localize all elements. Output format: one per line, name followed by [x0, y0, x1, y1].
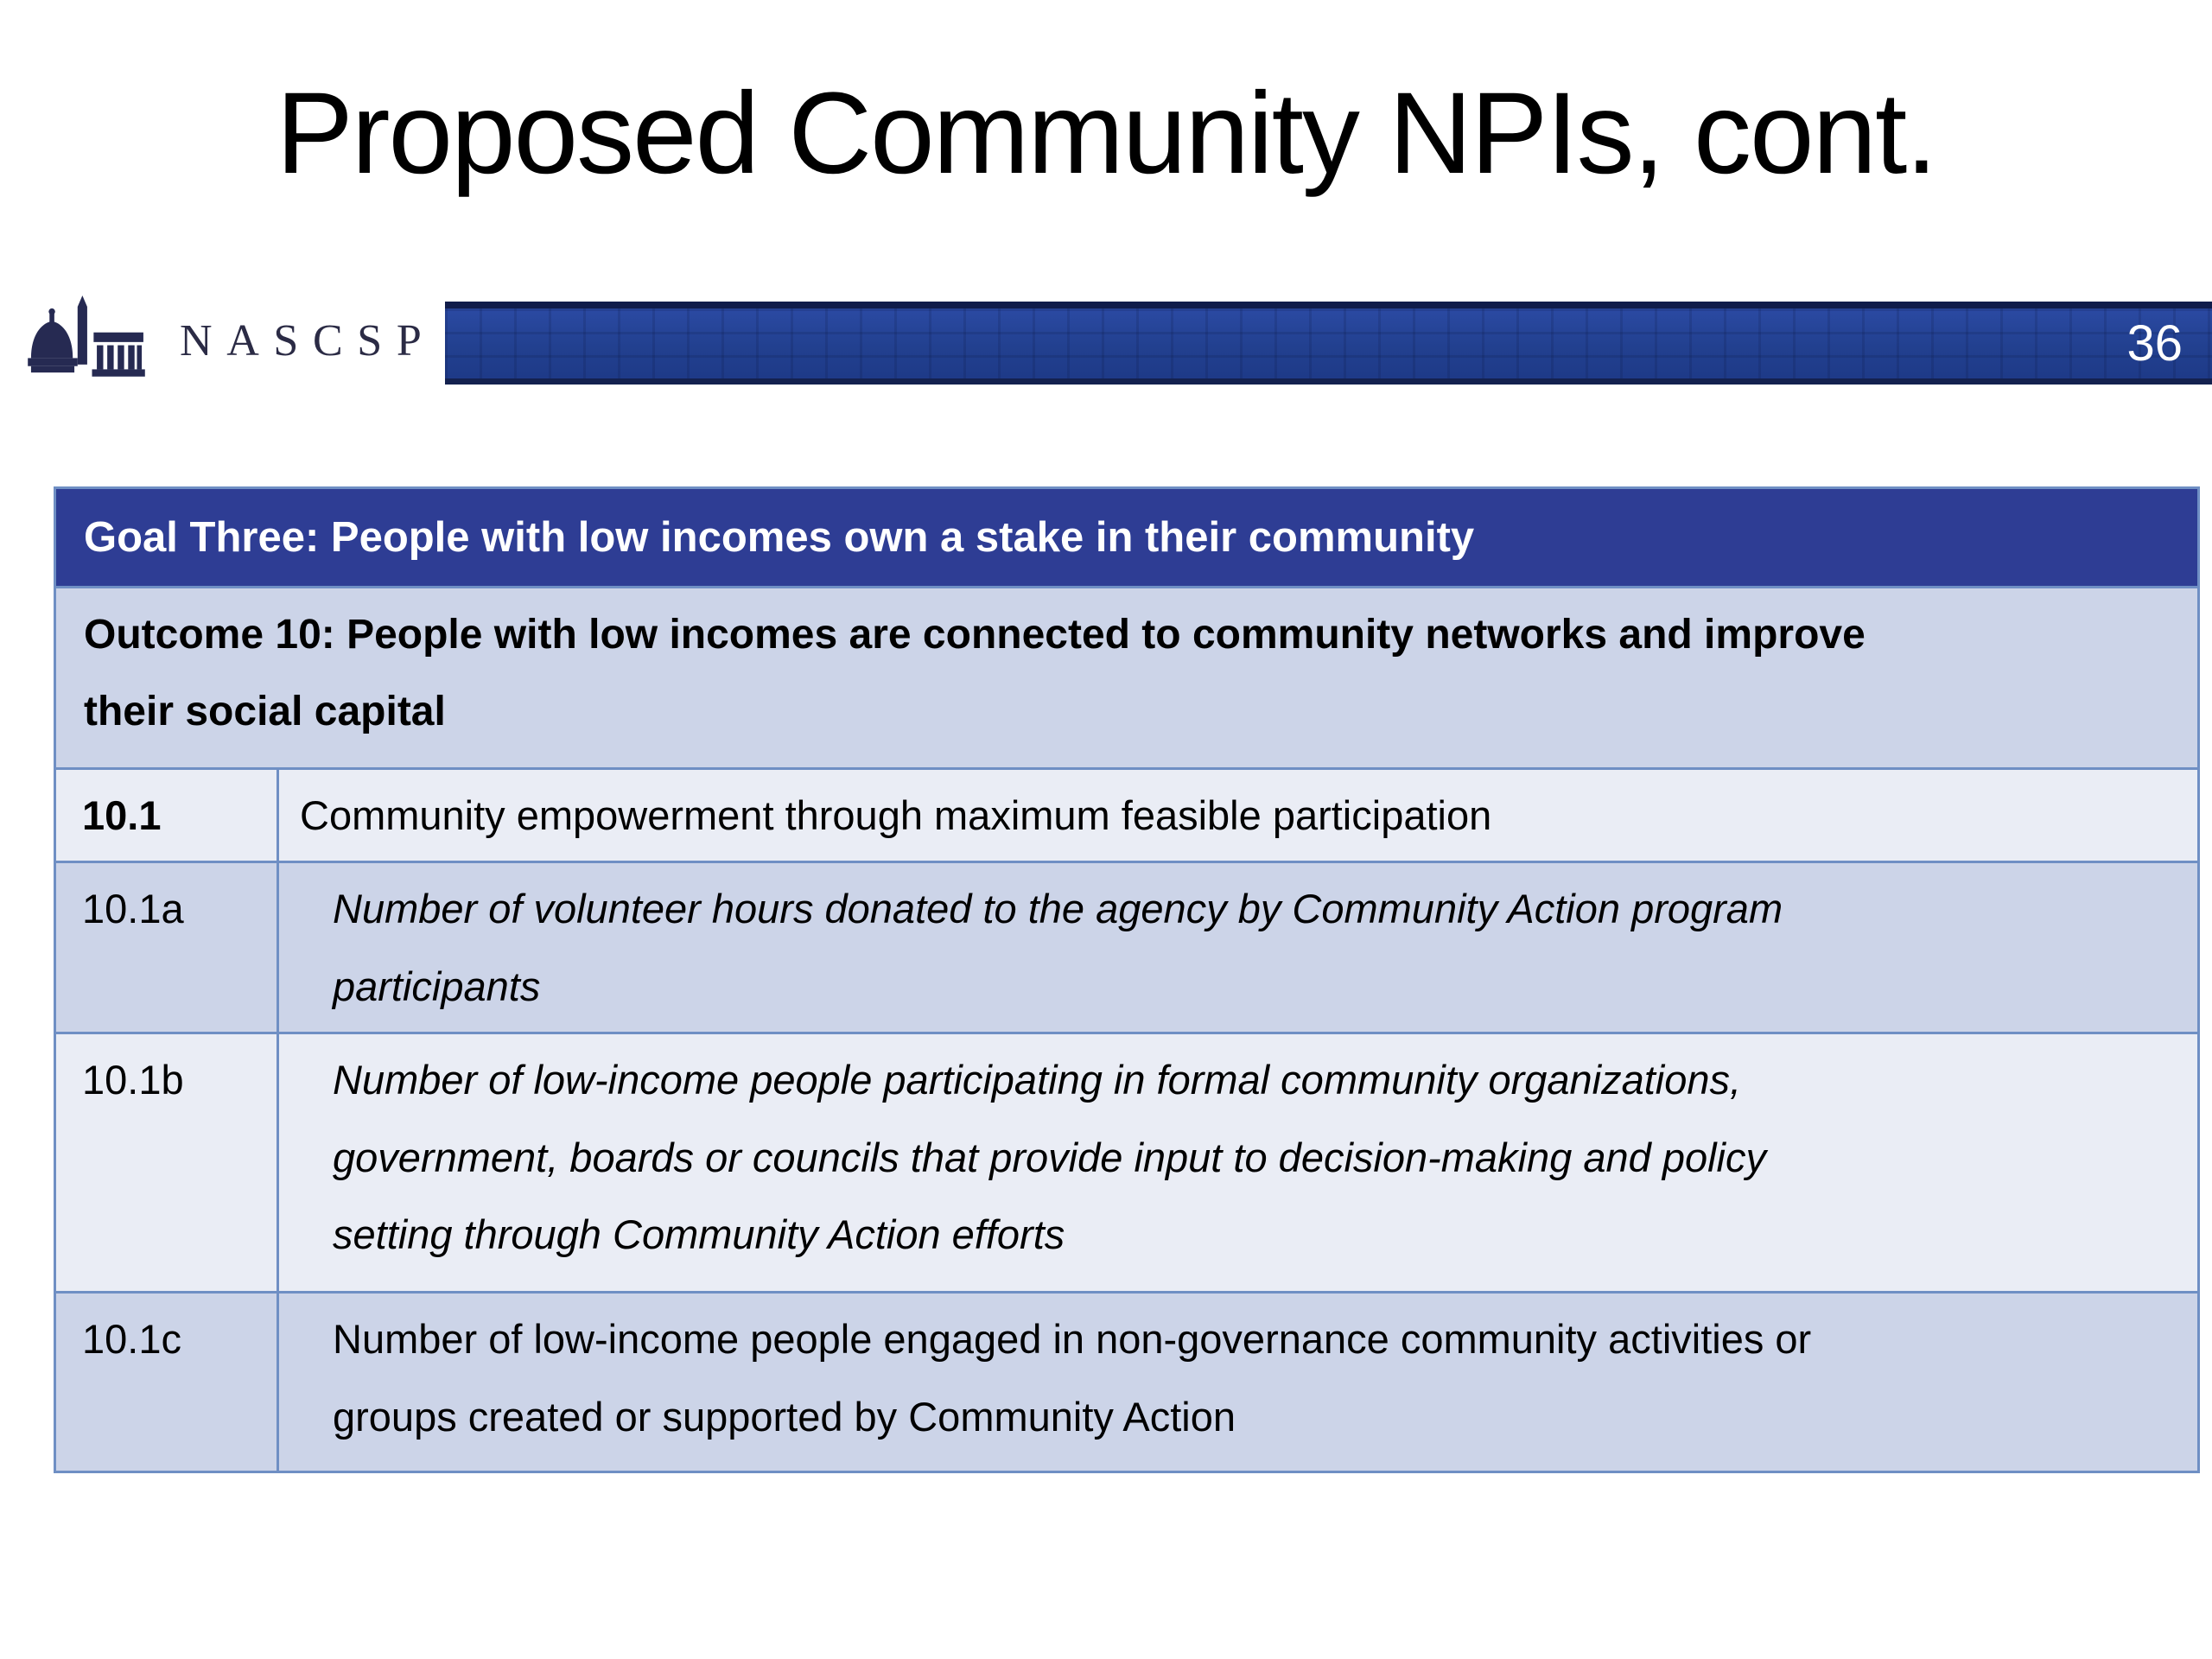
npi-table: Goal Three: People with low incomes own …	[54, 486, 2200, 1474]
goal-header-row: Goal Three: People with low incomes own …	[56, 489, 2197, 586]
nascsp-logo: NASCSP	[26, 296, 435, 385]
logo-text: NASCSP	[180, 315, 436, 365]
indicator-row-10-1a: 10.1a Number of volunteer hours donated …	[56, 861, 2197, 1033]
indicator-text: Number of volunteer hours donated to the…	[333, 886, 1783, 1009]
indicator-text: Number of low-income people participatin…	[333, 1057, 1766, 1257]
indicator-row-10-1b: 10.1b Number of low-income people partic…	[56, 1032, 2197, 1292]
outcome-row: Outcome 10: People with low incomes are …	[56, 586, 2197, 767]
indicator-code: 10.1a	[56, 863, 279, 1033]
page-banner: 36	[445, 302, 2212, 385]
indicator-text: Community empowerment through maximum fe…	[300, 792, 1492, 838]
indicator-code: 10.1	[56, 770, 279, 861]
goal-header-text: Goal Three: People with low incomes own …	[84, 514, 1475, 561]
page-number: 36	[2126, 315, 2183, 372]
indicator-row-10-1c: 10.1c Number of low-income people engage…	[56, 1291, 2197, 1471]
indicator-code: 10.1b	[56, 1034, 279, 1292]
page-title: Proposed Community NPIs, cont.	[276, 69, 1937, 198]
indicator-code: 10.1c	[56, 1294, 279, 1471]
capitol-skyline-icon	[28, 296, 145, 377]
indicator-text: Number of low-income people engaged in n…	[333, 1316, 1812, 1440]
indicator-row-10-1: 10.1 Community empowerment through maxim…	[56, 767, 2197, 861]
